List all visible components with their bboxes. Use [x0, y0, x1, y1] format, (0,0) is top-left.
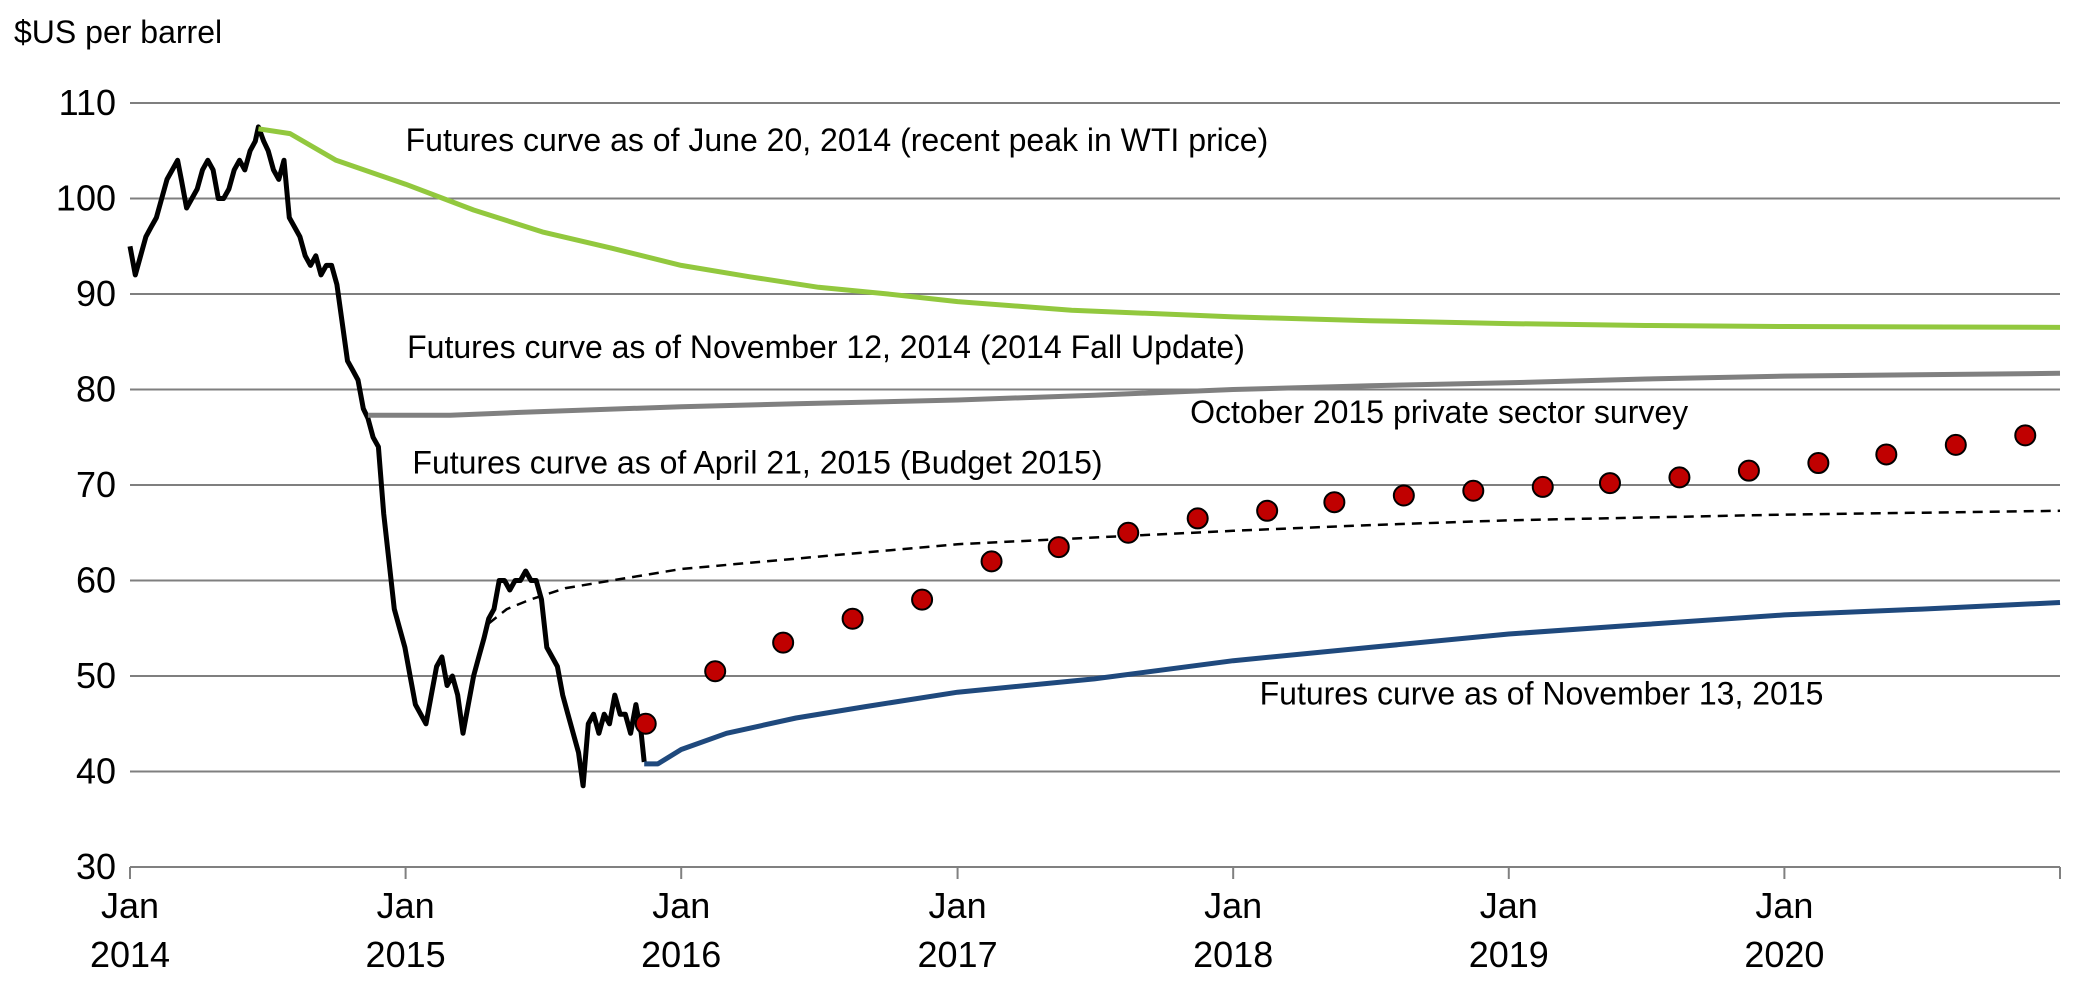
survey-point [1807, 452, 1830, 475]
survey-point [1256, 499, 1279, 522]
x-tick-label-month: Jan [652, 885, 710, 926]
survey-point [841, 607, 864, 630]
ann-survey: October 2015 private sector survey [1190, 394, 1688, 430]
x-axis: Jan 2014 Jan 2015 Jan 2016 Jan 2017 Jan 2018 Jan 20… [90, 867, 2061, 975]
x-tick-label-year: 2019 [1469, 934, 1549, 975]
series-line-jun2014 [258, 126, 2061, 330]
y-tick-label: 40 [76, 751, 116, 792]
x-tick-label-year: 2014 [90, 934, 170, 975]
series-line-wti [127, 124, 647, 789]
survey-point [704, 660, 727, 683]
survey-point [1323, 491, 1346, 514]
ann-nov2015: Futures curve as of November 13, 2015 [1260, 676, 1824, 712]
y-tick-label: 60 [76, 560, 116, 601]
annotations: Futures curve as of June 20, 2014 (recen… [406, 122, 1824, 712]
survey-point [2014, 424, 2037, 447]
y-tick-label: 30 [76, 846, 116, 887]
x-tick-label-year: 2020 [1744, 934, 1824, 975]
survey-point [1598, 472, 1621, 495]
series-line-apr2015 [487, 509, 2061, 625]
survey-point [634, 712, 657, 735]
survey-point [772, 631, 795, 654]
y-tick-labels: 30 40 50 60 70 80 90 100 110 [56, 82, 116, 887]
survey-point [911, 588, 934, 611]
survey-point [1047, 536, 1070, 559]
x-tick-label-month: Jan [101, 885, 159, 926]
x-tick-label-month: Jan [1755, 885, 1813, 926]
survey-point [1944, 433, 1967, 456]
x-tick-label-year: 2015 [366, 934, 446, 975]
x-tick-label-year: 2016 [641, 934, 721, 975]
y-tick-label: 100 [56, 178, 116, 219]
y-tick-label: 70 [76, 464, 116, 505]
survey-point [1737, 459, 1760, 482]
y-tick-label: 90 [76, 273, 116, 314]
y-tick-label: 80 [76, 369, 116, 410]
survey-point [1392, 484, 1415, 507]
y-tick-label: 110 [59, 82, 116, 123]
survey-point [980, 550, 1003, 573]
survey-point [1186, 507, 1209, 530]
series-line-nov2014 [367, 370, 2061, 418]
series-line-nov2015 [644, 600, 2061, 767]
x-tick-label-year: 2017 [918, 934, 998, 975]
x-tick-label-month: Jan [1204, 885, 1262, 926]
y-axis-label: $US per barrel [14, 14, 222, 50]
survey-point [1531, 475, 1554, 498]
survey-point [1875, 443, 1898, 466]
x-tick-label-month: Jan [929, 885, 987, 926]
ann-apr2015: Futures curve as of April 21, 2015 (Budg… [412, 445, 1102, 481]
x-tick-label-month: Jan [1480, 885, 1538, 926]
survey-point [1462, 479, 1485, 502]
ann-jun2014: Futures curve as of June 20, 2014 (recen… [406, 122, 1269, 158]
y-tick-label: 50 [76, 655, 116, 696]
ann-nov2014: Futures curve as of November 12, 2014 (2… [407, 329, 1245, 365]
x-tick-label-year: 2018 [1193, 934, 1273, 975]
survey-point [1668, 466, 1691, 489]
series-layer [127, 124, 2061, 789]
survey-point [1117, 521, 1140, 544]
x-tick-label-month: Jan [377, 885, 435, 926]
